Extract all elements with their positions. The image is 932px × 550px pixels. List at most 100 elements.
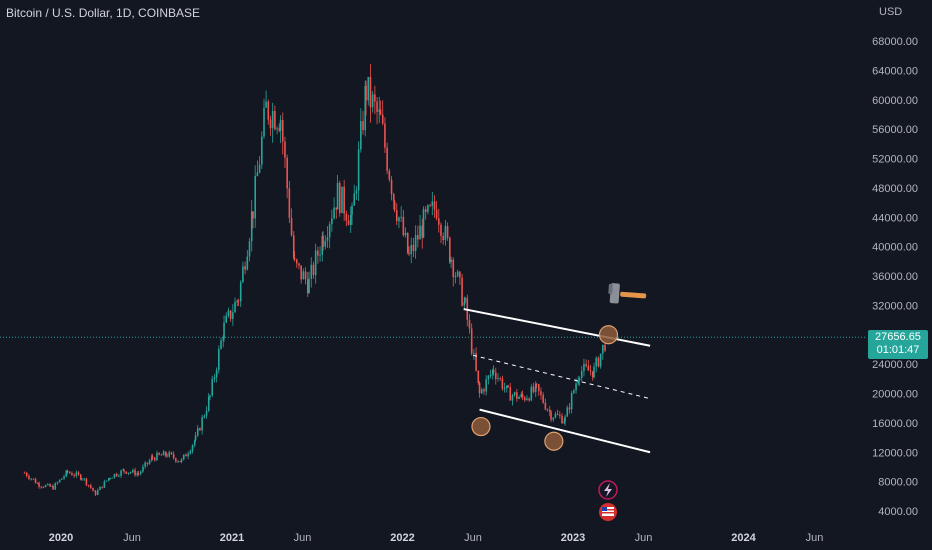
candle-body [49,484,51,487]
candle-body [505,385,508,389]
candle-body [322,235,324,247]
candle-body [540,391,542,395]
candle-body [331,218,333,225]
candle-body [56,482,59,484]
flag-icon[interactable] [599,503,617,521]
candle-body [534,383,537,392]
candle-body [129,472,132,474]
candle-body [599,353,602,367]
candle-body [139,471,142,474]
time-tick-label: 2021 [220,532,244,544]
candle-body [424,209,427,213]
candle-body [52,486,54,490]
candle-body [269,119,272,129]
candle-body [244,266,246,270]
channel-upper[interactable] [463,308,651,347]
candle-body [537,384,540,392]
time-tick-label: Jun [123,532,141,544]
candle-body [134,469,136,476]
candle-body [433,201,436,210]
candle-body [546,409,549,411]
candle-body [306,279,309,294]
candle-body [225,315,228,323]
marker-breakout-mar-2023[interactable] [598,325,619,345]
candle-body [223,322,225,339]
candle-body [267,101,270,120]
price-axis: 68000.00 64000.00 60000.00 56000.00 52000.00… [872,36,918,518]
candle-body [66,470,69,473]
candle-body [552,417,555,420]
candle-body [193,440,196,446]
trend-channel[interactable] [463,308,651,454]
candle-body [99,486,101,491]
channel-mid[interactable] [472,354,651,400]
price-tick-label: 12000.00 [872,447,918,459]
candle-body [122,469,125,471]
candle-body [568,407,571,410]
candle-body [136,473,139,476]
price-tick-label: 40000.00 [872,242,918,254]
candle-body [442,235,444,240]
candle-body [182,454,185,460]
candle-body [343,186,345,214]
channel-lower[interactable] [479,408,651,454]
candle-body [563,421,566,424]
candle-body [310,264,313,279]
candle-body [336,183,339,210]
candle-body [351,205,353,215]
candle-body [175,458,177,462]
time-tick-label: 2023 [561,532,585,544]
candle-body [265,101,267,108]
candle-body [261,136,263,165]
candle-body [414,235,417,251]
candle-body [211,379,214,396]
candle-body [473,352,475,354]
candle-body [215,369,218,378]
price-tick-label: 4000.00 [878,506,918,518]
candle-body [254,176,256,219]
time-tick-label: Jun [806,532,824,544]
candle-body [293,257,296,260]
marker-low-june-2022[interactable] [471,416,491,437]
candle-body [286,157,288,189]
candle-body [32,478,35,480]
candle-body [392,194,395,201]
candle-body [187,453,189,457]
time-tick-label: Jun [294,532,312,544]
candle-body [521,394,524,398]
marker-low-nov-2022[interactable] [544,431,564,451]
candle-body [518,397,520,399]
candle-body [544,402,547,410]
candle-body [333,207,335,219]
candle-body [564,416,566,422]
candle-body [256,172,259,177]
candle-body [507,385,509,388]
candle-body [580,371,583,379]
candle-body [485,379,487,392]
candle-body [491,369,494,375]
currency-label: USD [879,6,903,18]
candle-body [362,121,364,131]
candle-body [483,389,485,392]
candle-body [203,415,206,418]
candle-body [374,94,376,102]
candle-body [520,394,523,398]
candle-body [412,244,415,251]
lightning-icon[interactable] [598,480,618,500]
candle-body [561,415,563,424]
candle-body [468,319,471,329]
candle-body [73,475,75,477]
candle-body [96,490,99,495]
markers[interactable] [471,325,619,451]
candle-body [189,451,192,454]
candle-body [284,141,286,158]
candle-body [25,472,28,477]
candle-body [477,370,480,383]
candle-body [111,477,114,479]
candle-body [85,478,88,486]
candle-body [30,478,32,480]
candle-body [71,473,73,476]
candle-body [34,479,37,484]
candle-body [591,371,594,378]
